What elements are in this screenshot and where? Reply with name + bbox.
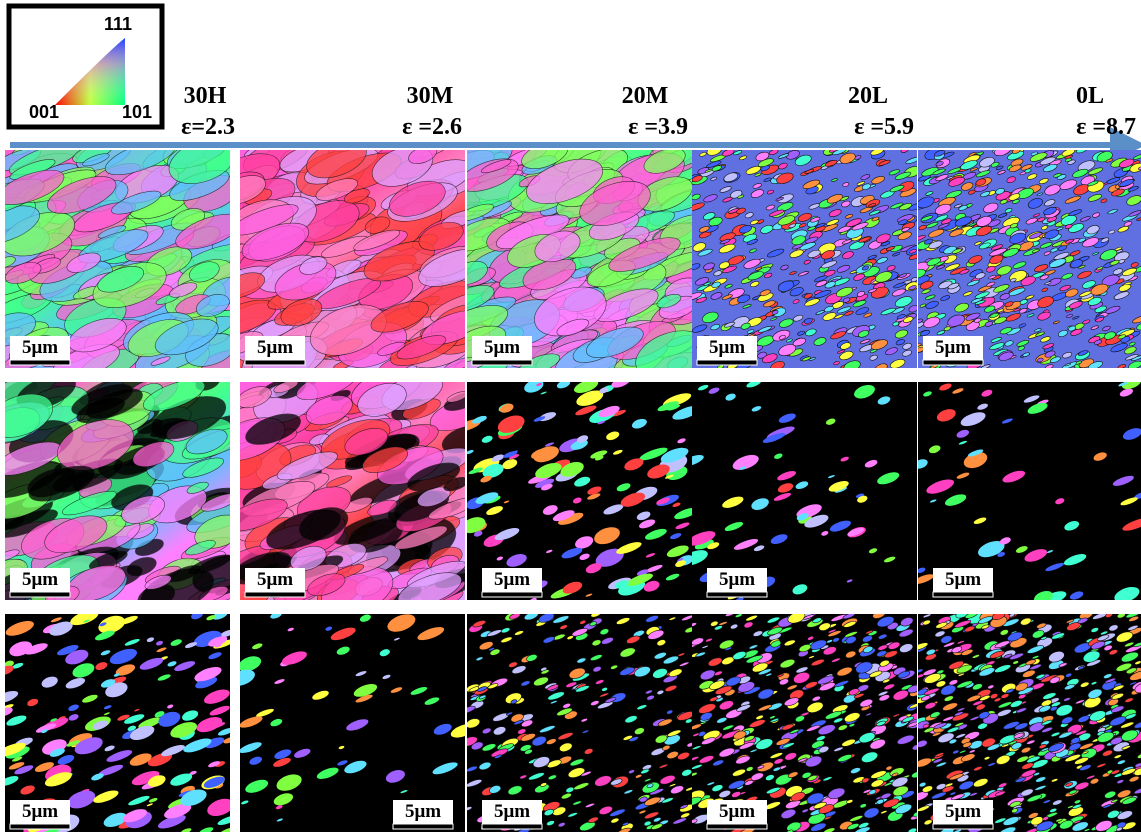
ebsd-map: 5μm xyxy=(207,359,496,623)
column-strain: ε =3.9 xyxy=(628,114,688,140)
scale-bar xyxy=(393,824,453,829)
figure: 111 001 101 30H ε=2.3 30M ε =2.6 20M ε =3.9 20… xyxy=(0,0,1141,838)
column-name: 20M xyxy=(622,83,669,109)
scale-bar-label: 5μm xyxy=(494,801,530,822)
ebsd-map: 5μm xyxy=(0,130,270,390)
scale-bar xyxy=(923,360,983,365)
column-strain: ε =8.7 xyxy=(1076,114,1136,140)
ebsd-map: 5μm xyxy=(911,609,1141,838)
scale-bar-label: 5μm xyxy=(405,801,441,822)
ebsd-map: 5μm xyxy=(460,610,697,836)
scale-bar-label: 5μm xyxy=(22,801,58,822)
column-name: 0L xyxy=(1076,83,1104,109)
column-strain: ε=2.3 xyxy=(181,114,235,140)
ebsd-map: 5μm xyxy=(910,143,1141,371)
ebsd-map: 5μm xyxy=(0,365,263,623)
scale-bar-label: 5μm xyxy=(935,337,971,358)
column-strain: ε =2.6 xyxy=(402,114,462,140)
scale-bar xyxy=(245,360,305,365)
column-name: 30H xyxy=(184,83,227,109)
ebsd-map: 5μm xyxy=(0,607,240,838)
legend-label: 111 xyxy=(104,14,132,34)
scale-bar xyxy=(707,592,767,597)
ebsd-map: 5μm xyxy=(427,118,730,395)
ebsd-map: 5μm xyxy=(226,610,477,832)
scale-bar-label: 5μm xyxy=(945,801,981,822)
ebsd-map: 5μm xyxy=(199,131,501,393)
scale-bar xyxy=(933,592,993,597)
scale-bar xyxy=(707,824,767,829)
scale-bar-label: 5μm xyxy=(257,337,293,358)
scale-bar xyxy=(245,592,305,597)
scale-bar-label: 5μm xyxy=(709,337,745,358)
legend-label: 101 xyxy=(122,102,152,122)
scale-bar-label: 5μm xyxy=(22,337,58,358)
scale-bar xyxy=(10,360,70,365)
scale-bar xyxy=(697,360,757,365)
scale-bar-label: 5μm xyxy=(494,569,530,590)
map-background xyxy=(692,382,917,600)
scale-bar-label: 5μm xyxy=(945,569,981,590)
scale-bar xyxy=(10,592,70,597)
scale-bar-label: 5μm xyxy=(484,337,520,358)
column-name: 30M xyxy=(407,83,454,109)
scale-bar xyxy=(482,824,542,829)
scale-bar xyxy=(10,824,70,829)
scale-bar xyxy=(482,592,542,597)
scale-bar xyxy=(933,824,993,829)
scale-bar xyxy=(472,360,532,365)
scale-bar-label: 5μm xyxy=(22,569,58,590)
ebsd-map: 5μm xyxy=(679,378,917,602)
ebsd-map: 5μm xyxy=(912,375,1141,607)
legend-label: 001 xyxy=(29,102,59,122)
column-strain: ε =5.9 xyxy=(854,114,914,140)
scale-bar-label: 5μm xyxy=(257,569,293,590)
ebsd-map: 5μm xyxy=(684,607,925,838)
scale-bar-label: 5μm xyxy=(719,569,755,590)
scale-bar-label: 5μm xyxy=(719,801,755,822)
ebsd-map: 5μm xyxy=(455,375,702,603)
ebsd-map: 5μm xyxy=(685,144,924,374)
column-name: 20L xyxy=(848,83,888,109)
